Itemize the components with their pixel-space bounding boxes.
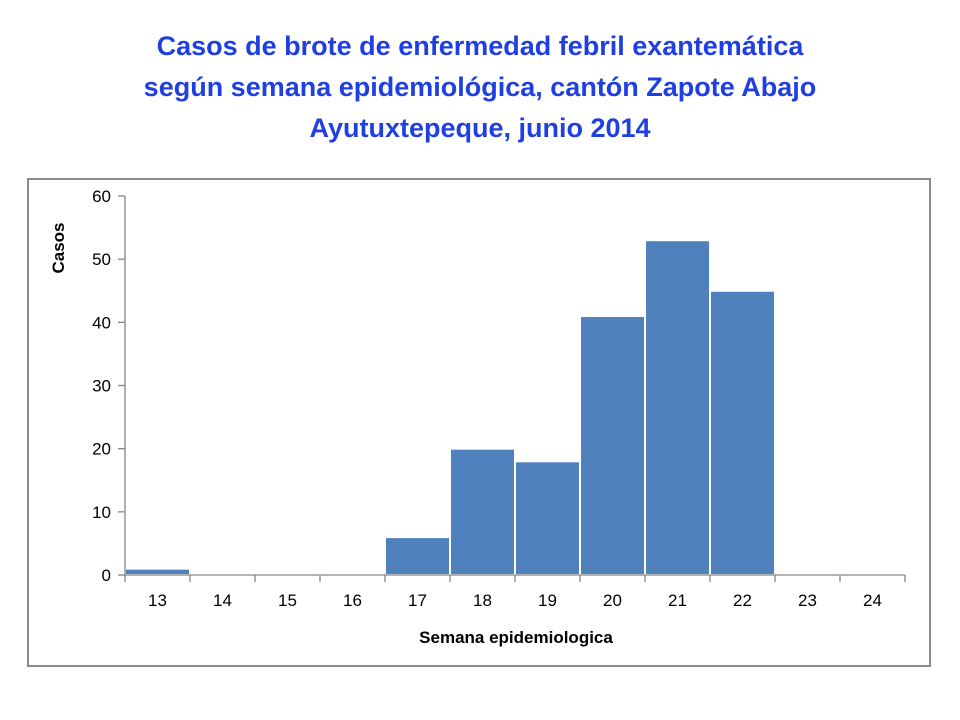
x-tick-label: 23 bbox=[798, 591, 817, 610]
bar-week-13 bbox=[124, 567, 191, 576]
x-tick-label: 22 bbox=[733, 591, 752, 610]
bar-week-22 bbox=[709, 289, 776, 576]
y-tick-label: 30 bbox=[92, 377, 111, 396]
x-tick-label: 13 bbox=[148, 591, 167, 610]
chart-frame: 0 10 20 30 40 50 60 13 14 15 16 17 18 19 20 21 22 23 24 C… bbox=[27, 178, 931, 667]
title-line-2: según semana epidemiológica, cantón Zapo… bbox=[143, 72, 817, 102]
x-tick-label: 14 bbox=[213, 591, 232, 610]
bars-group bbox=[124, 239, 776, 577]
y-tick-label: 10 bbox=[92, 503, 111, 522]
x-tick-label: 18 bbox=[473, 591, 492, 610]
x-tick-label: 20 bbox=[603, 591, 622, 610]
chart-title: Casos de brote de enfermedad febril exan… bbox=[20, 26, 940, 149]
x-tick-label: 19 bbox=[538, 591, 557, 610]
y-tick-label: 0 bbox=[102, 566, 111, 585]
y-tick-label: 60 bbox=[92, 187, 111, 206]
y-tick-labels: 0 10 20 30 40 50 60 bbox=[92, 187, 111, 585]
bar-week-19 bbox=[514, 460, 581, 576]
x-tick-labels: 13 14 15 16 17 18 19 20 21 22 23 24 bbox=[148, 591, 882, 610]
title-line-3: Ayutuxtepeque, junio 2014 bbox=[309, 113, 651, 143]
x-tick-label: 15 bbox=[278, 591, 297, 610]
bar-week-21 bbox=[644, 239, 711, 576]
y-tick-label: 50 bbox=[92, 250, 111, 269]
y-tick-label: 20 bbox=[92, 440, 111, 459]
bar-chart: 0 10 20 30 40 50 60 13 14 15 16 17 18 19 20 21 22 23 24 C… bbox=[49, 187, 906, 647]
x-tick-label: 17 bbox=[408, 591, 427, 610]
bar-week-18 bbox=[449, 447, 516, 577]
title-line-1: Casos de brote de enfermedad febril exan… bbox=[156, 31, 804, 61]
y-tick-label: 40 bbox=[92, 313, 111, 332]
y-axis-label: Casos bbox=[49, 222, 68, 273]
x-axis-label: Semana epidemiologica bbox=[419, 628, 613, 647]
x-tick-label: 24 bbox=[863, 591, 882, 610]
x-tick-label: 16 bbox=[343, 591, 362, 610]
bar-week-17 bbox=[384, 536, 451, 577]
axes-group bbox=[118, 195, 906, 582]
x-tick-label: 21 bbox=[668, 591, 687, 610]
bar-week-20 bbox=[579, 315, 646, 577]
